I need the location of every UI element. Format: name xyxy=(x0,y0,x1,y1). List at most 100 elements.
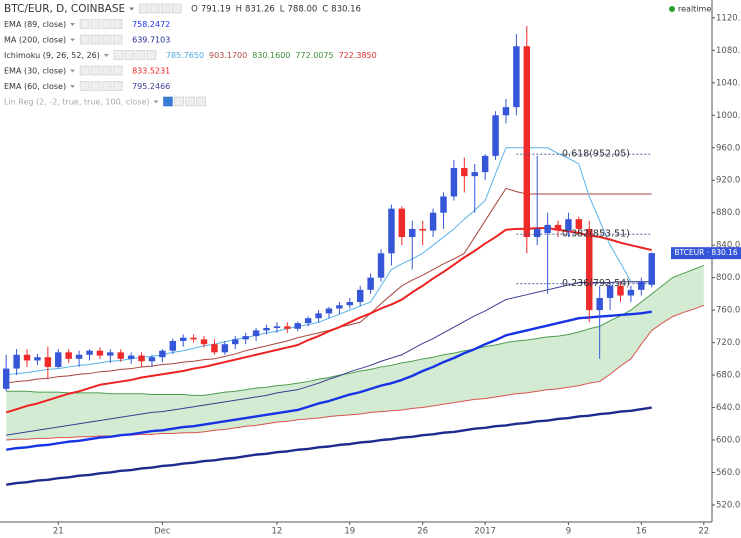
legend-button[interactable] xyxy=(196,96,206,107)
candle-body xyxy=(190,337,197,340)
legend-menu-arrow[interactable] xyxy=(129,7,135,11)
x-tick-label: 21 xyxy=(53,527,64,537)
status: realtime xyxy=(678,5,711,14)
legend-menu-arrow[interactable] xyxy=(70,23,76,26)
legend-button[interactable] xyxy=(101,81,112,91)
legend-value: 639.7103 xyxy=(132,36,170,45)
candle-body xyxy=(127,355,135,359)
candle-body xyxy=(346,301,354,306)
candle-body xyxy=(596,297,603,311)
legend-menu-arrow[interactable] xyxy=(153,100,159,104)
legend-button[interactable] xyxy=(124,50,135,60)
legend-button[interactable] xyxy=(112,81,123,91)
candle-body xyxy=(502,107,510,116)
legend-menu-arrow[interactable] xyxy=(70,69,76,73)
y-tick-label: 880.00 xyxy=(716,208,741,218)
candle-body xyxy=(336,305,343,309)
candle-body xyxy=(554,224,562,231)
legend-button[interactable] xyxy=(90,81,101,91)
candle-body xyxy=(606,285,614,298)
candle-body xyxy=(96,350,104,356)
legend-menu-arrow[interactable] xyxy=(103,54,109,57)
candle-body xyxy=(169,340,177,351)
y-tick-label: 840.00 xyxy=(716,241,741,251)
legend-value: 722.3850 xyxy=(339,51,377,60)
legend-button[interactable] xyxy=(90,19,101,29)
legend-button[interactable] xyxy=(101,34,112,45)
candle-body xyxy=(75,354,83,359)
ohlc-label: C xyxy=(322,5,328,15)
ohlc-value: 791.19 xyxy=(201,5,231,15)
candle-body xyxy=(617,285,624,296)
candle-body xyxy=(586,228,593,311)
legend-title: BTC/EUR, D, COINBASE xyxy=(4,3,125,15)
candle-body xyxy=(440,196,447,213)
legend-button[interactable] xyxy=(113,50,124,60)
y-tick-label: 680.00 xyxy=(716,371,741,381)
candle-body xyxy=(294,323,301,329)
status-dot xyxy=(669,6,675,12)
candle-body xyxy=(200,339,208,345)
fib-label: 0.382(853.51) xyxy=(562,229,630,240)
ohlc-value: 788.00 xyxy=(288,5,318,15)
legend-button[interactable] xyxy=(160,3,171,14)
legend-button[interactable] xyxy=(79,81,90,91)
legend-button[interactable] xyxy=(174,96,184,107)
legend-value: 758.2472 xyxy=(132,20,170,29)
legend-button[interactable] xyxy=(112,19,123,29)
legend-button[interactable] xyxy=(149,3,160,14)
candle-body xyxy=(179,337,187,341)
candle-body xyxy=(398,208,406,238)
price-badge-bg xyxy=(671,247,741,260)
candle-body xyxy=(523,46,531,238)
indicator-line xyxy=(6,281,652,436)
candle-body xyxy=(252,330,260,337)
y-tick-label: 800.00 xyxy=(716,273,741,283)
candle-body xyxy=(86,350,93,355)
y-tick-label: 920.00 xyxy=(716,176,741,186)
candle-body xyxy=(55,352,62,367)
legend-button[interactable] xyxy=(138,3,149,14)
plot-area: 0.618(952.05) 0.382(853.51) 0.236(792.54) xyxy=(2,25,704,486)
legend-button[interactable] xyxy=(112,34,123,45)
legend-button[interactable] xyxy=(135,50,146,60)
legend-button[interactable] xyxy=(146,50,157,60)
legend-menu-arrow[interactable] xyxy=(70,38,76,42)
legend-button[interactable] xyxy=(90,65,101,76)
candle-body xyxy=(575,219,583,229)
ichimoku-line xyxy=(6,265,704,396)
legend-button[interactable] xyxy=(163,96,173,107)
legend-button[interactable] xyxy=(101,19,112,29)
y-tick-label: 1080.00 xyxy=(716,46,741,56)
candle-body xyxy=(273,326,281,328)
ohlc-label: L xyxy=(280,5,285,15)
x-tick-label: 2017 xyxy=(474,527,496,537)
legend-button[interactable] xyxy=(79,34,90,45)
x-tick-label: 16 xyxy=(636,527,647,537)
candle-body xyxy=(242,336,249,340)
candle-body xyxy=(627,289,635,296)
indicator-line xyxy=(6,310,652,451)
legend-button[interactable] xyxy=(79,19,90,29)
x-tick-label: 9 xyxy=(566,527,571,537)
legend-button[interactable] xyxy=(90,34,101,45)
candle-body xyxy=(232,339,239,345)
legend-button[interactable] xyxy=(79,65,90,76)
ohlc-value: 830.16 xyxy=(331,5,361,15)
legend-button[interactable] xyxy=(171,3,182,14)
ohlc-value: 831.26 xyxy=(245,5,275,15)
candle-body xyxy=(638,281,645,290)
legend-menu-arrow[interactable] xyxy=(70,85,76,88)
x-tick-label: 12 xyxy=(271,527,282,537)
y-tick-label: 760.00 xyxy=(716,306,741,316)
legend-button[interactable] xyxy=(185,96,195,107)
candle-body xyxy=(13,354,20,369)
legend-button[interactable] xyxy=(101,65,112,76)
legend-button[interactable] xyxy=(112,65,123,76)
x-tick-label: 19 xyxy=(344,527,355,537)
candle-body xyxy=(315,313,322,319)
candle-body xyxy=(44,357,52,367)
y-tick-label: 520.00 xyxy=(716,500,741,510)
candle-body xyxy=(429,212,437,231)
